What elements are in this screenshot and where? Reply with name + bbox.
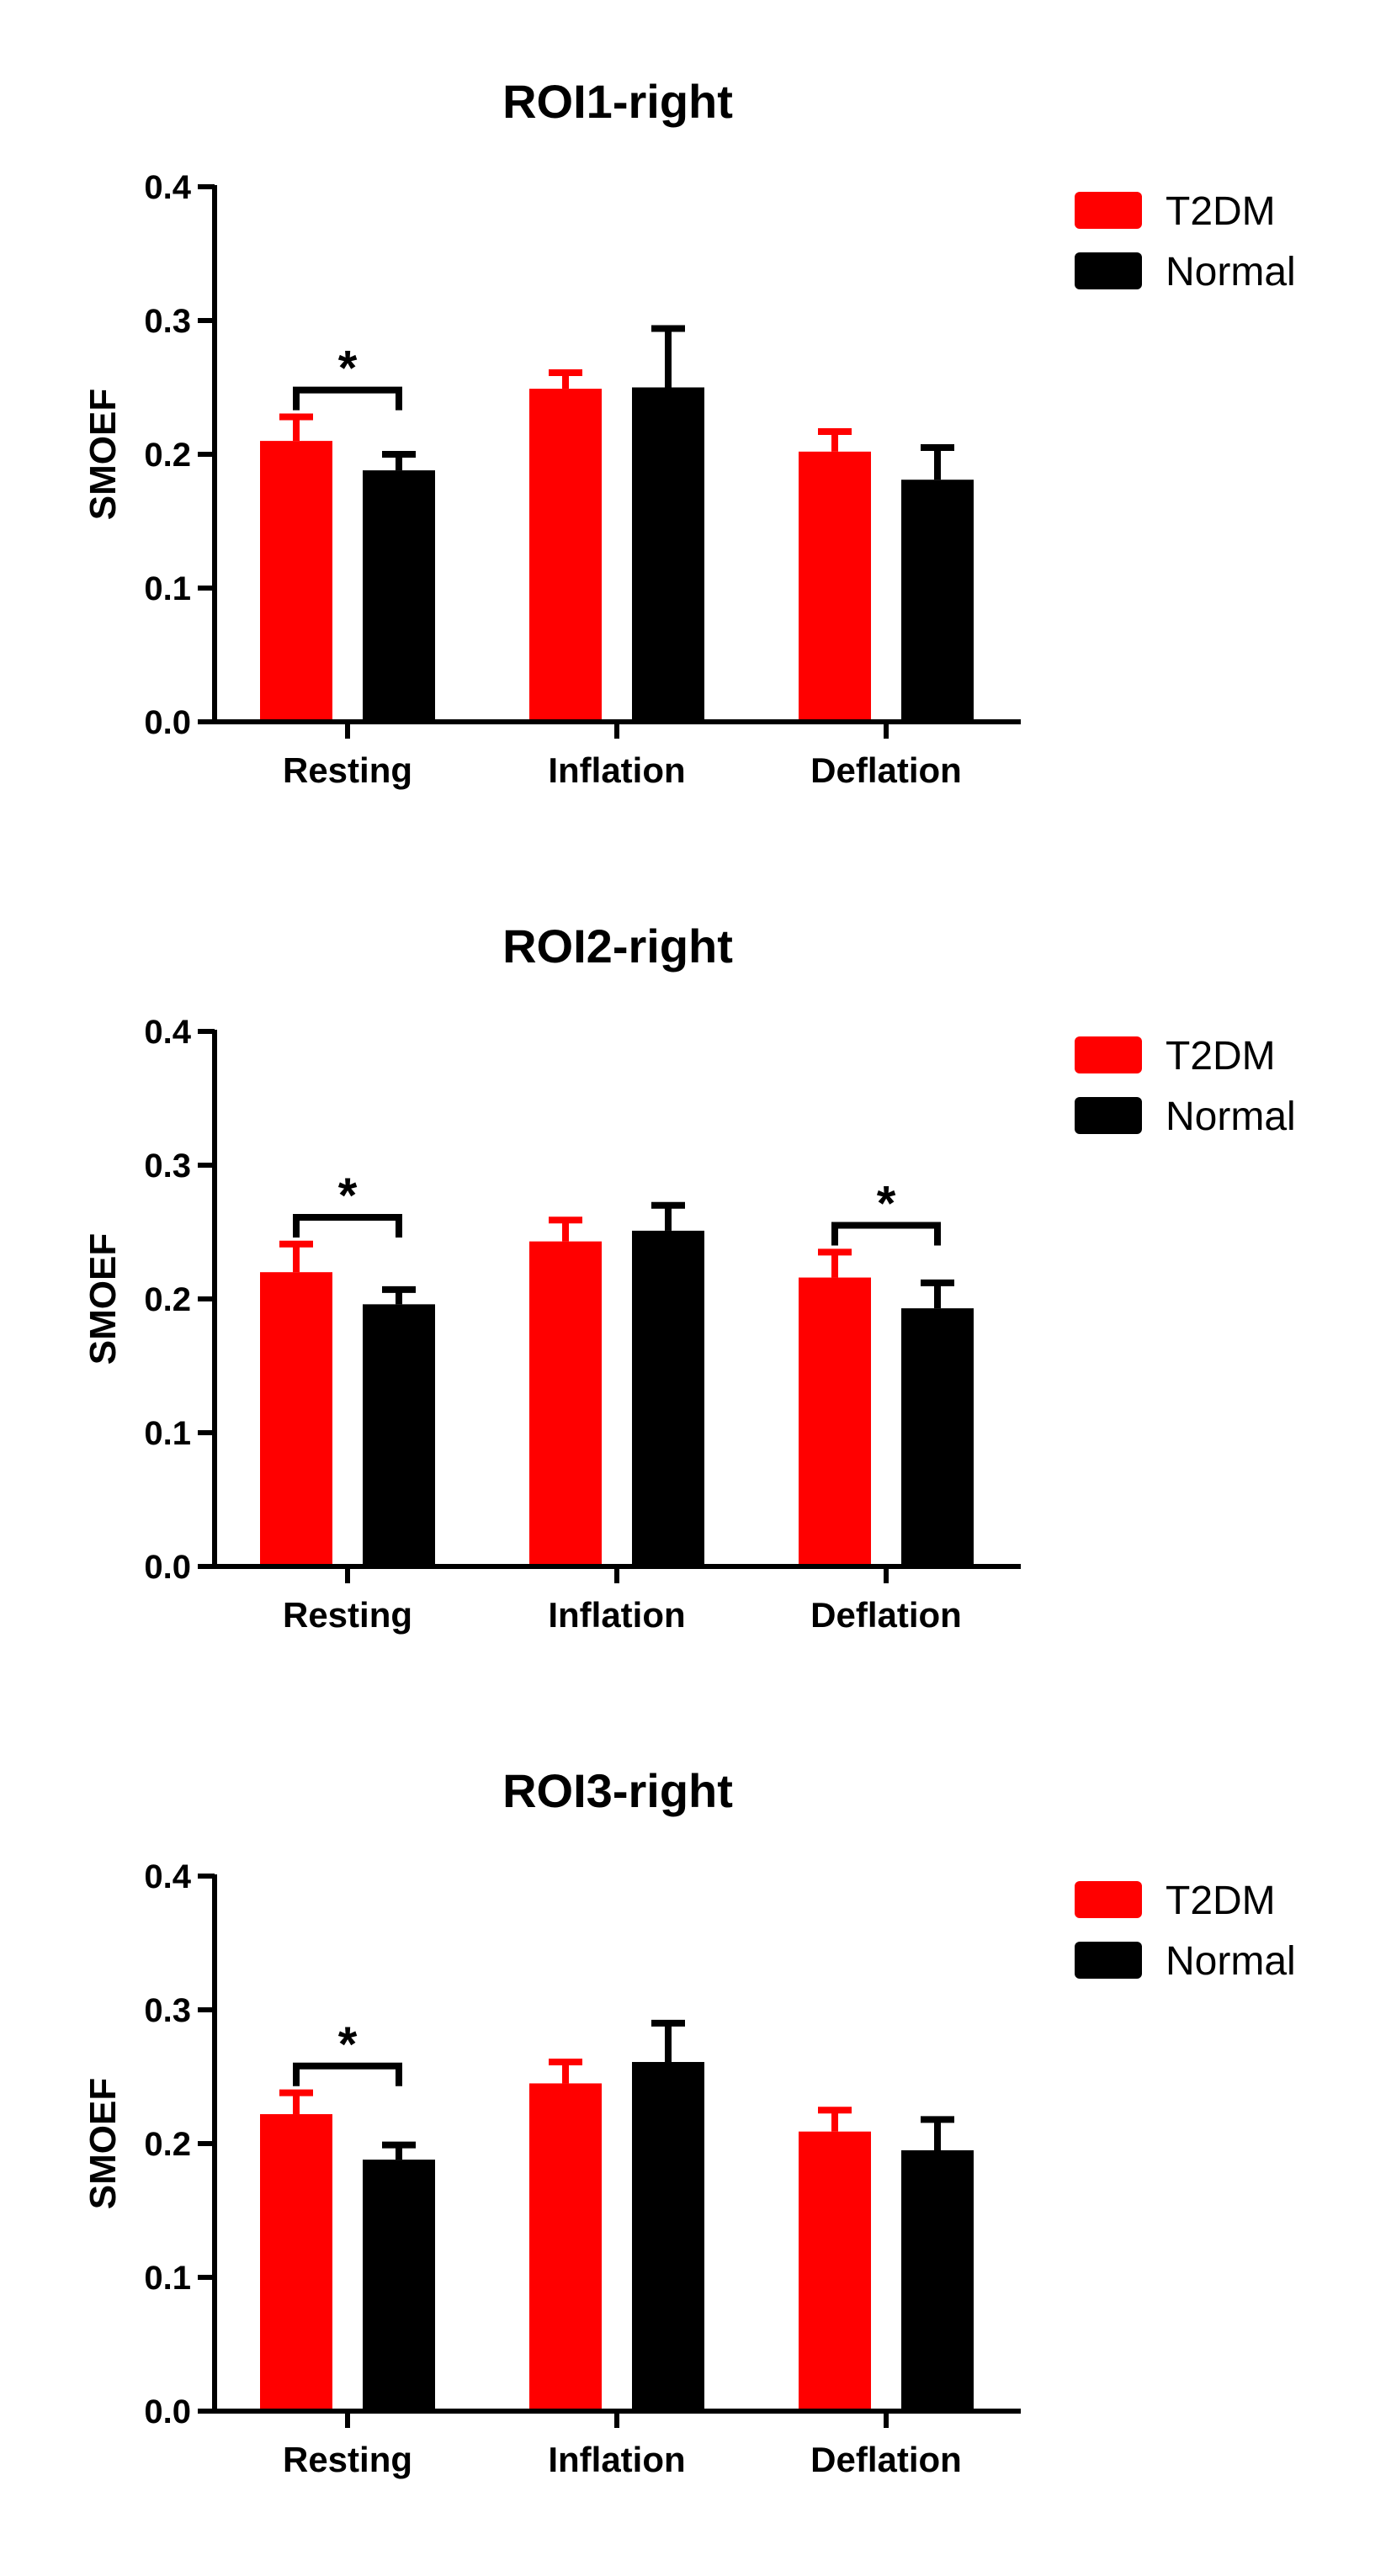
chart-panel-3: ROI3-right 0.0 0.1 0.2 0.3 0.4 Resting Inflatio… bbox=[82, 1764, 1296, 2479]
bar-normal-deflation bbox=[901, 1308, 974, 1566]
bar-t2dm-deflation bbox=[799, 451, 871, 722]
bar-t2dm-deflation bbox=[799, 1277, 871, 1566]
x-tick-label-resting: Resting bbox=[283, 2440, 412, 2479]
y-axis-title: SMOEF bbox=[82, 1233, 124, 1365]
significance-bracket-deflation bbox=[831, 1222, 941, 1246]
x-tick-label-resting: Resting bbox=[283, 750, 412, 790]
chart-title: ROI1-right bbox=[502, 75, 733, 128]
y-tick-label: 0.3 bbox=[144, 1148, 191, 1185]
significance-bracket-resting bbox=[293, 1214, 402, 1238]
y-tick-label: 0.4 bbox=[144, 1858, 191, 1895]
legend-swatch-t2dm bbox=[1075, 1036, 1142, 1073]
bar-t2dm-resting bbox=[260, 2114, 332, 2411]
x-tick-label-resting: Resting bbox=[283, 1595, 412, 1635]
bar-normal-deflation bbox=[901, 2149, 974, 2411]
x-tick-label-inflation: Inflation bbox=[548, 1595, 685, 1635]
y-tick-label: 0.2 bbox=[144, 1281, 191, 1318]
x-tick-label-deflation: Deflation bbox=[810, 2440, 962, 2479]
bar-normal-resting bbox=[363, 470, 435, 722]
bar-normal-resting bbox=[363, 2160, 435, 2411]
y-tick-label: 0.0 bbox=[144, 704, 191, 741]
legend-label-normal: Normal bbox=[1166, 250, 1296, 294]
bar-t2dm-inflation bbox=[529, 1241, 602, 1566]
y-tick-label: 0.4 bbox=[144, 169, 191, 206]
chart-title: ROI3-right bbox=[502, 1764, 733, 1817]
bar-normal-inflation bbox=[632, 1230, 704, 1566]
significance-star-deflation: * bbox=[877, 1177, 896, 1232]
bar-t2dm-inflation bbox=[529, 2083, 602, 2411]
legend-label-t2dm: T2DM bbox=[1166, 189, 1276, 234]
legend-label-normal: Normal bbox=[1166, 1939, 1296, 1984]
x-tick-label-deflation: Deflation bbox=[810, 1595, 962, 1635]
bar-t2dm-deflation bbox=[799, 2131, 871, 2411]
y-tick-label: 0.3 bbox=[144, 1992, 191, 2029]
y-axis-title: SMOEF bbox=[82, 2078, 124, 2209]
bar-t2dm-inflation bbox=[529, 389, 602, 722]
bar-normal-resting bbox=[363, 1304, 435, 1566]
x-tick-label-deflation: Deflation bbox=[810, 750, 962, 790]
bar-normal-inflation bbox=[632, 387, 704, 722]
y-tick-label: 0.1 bbox=[144, 2260, 191, 2297]
y-tick-label: 0.2 bbox=[144, 2126, 191, 2163]
bar-t2dm-resting bbox=[260, 441, 332, 722]
legend-swatch-normal bbox=[1075, 1097, 1142, 1134]
x-tick-label-inflation: Inflation bbox=[548, 2440, 685, 2479]
legend-label-t2dm: T2DM bbox=[1166, 1879, 1276, 1923]
legend-swatch-normal bbox=[1075, 1942, 1142, 1979]
y-tick-label: 0.0 bbox=[144, 2393, 191, 2430]
significance-bracket-resting bbox=[293, 2062, 402, 2086]
significance-star-resting: * bbox=[338, 342, 358, 396]
bar-t2dm-resting bbox=[260, 1272, 332, 1566]
significance-bracket-resting bbox=[293, 386, 402, 411]
significance-star-resting: * bbox=[338, 1169, 358, 1223]
bar-normal-deflation bbox=[901, 480, 974, 722]
chart-title: ROI2-right bbox=[502, 920, 733, 973]
legend-swatch-normal bbox=[1075, 252, 1142, 289]
x-tick-label-inflation: Inflation bbox=[548, 750, 685, 790]
chart-panel-1: ROI1-right 0.0 0.1 0.2 0.3 0.4 Resting Inflatio… bbox=[82, 75, 1296, 790]
significance-star-resting: * bbox=[338, 2017, 358, 2072]
y-tick-label: 0.1 bbox=[144, 570, 191, 607]
y-tick-label: 0.0 bbox=[144, 1549, 191, 1586]
legend-swatch-t2dm bbox=[1075, 1881, 1142, 1918]
legend-label-normal: Normal bbox=[1166, 1095, 1296, 1139]
y-tick-label: 0.2 bbox=[144, 437, 191, 474]
legend-swatch-t2dm bbox=[1075, 192, 1142, 229]
bar-normal-inflation bbox=[632, 2062, 704, 2411]
legend-label-t2dm: T2DM bbox=[1166, 1034, 1276, 1079]
y-axis-title: SMOEF bbox=[82, 389, 124, 520]
y-tick-label: 0.4 bbox=[144, 1014, 191, 1051]
chart-panel-2: ROI2-right 0.0 0.1 0.2 0.3 0.4 Resting Inflatio… bbox=[82, 920, 1296, 1635]
y-tick-label: 0.3 bbox=[144, 303, 191, 340]
y-tick-label: 0.1 bbox=[144, 1415, 191, 1452]
